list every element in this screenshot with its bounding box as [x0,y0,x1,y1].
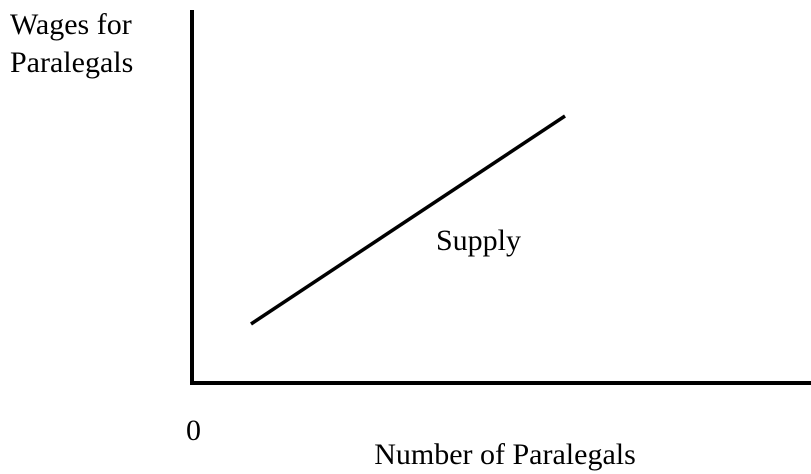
origin-label: 0 [186,414,201,447]
y-axis-label: Wages for [10,8,132,41]
x-axis-label: Number of Paralegals [374,438,636,471]
supply-curve [250,114,566,326]
y-axis-label: Paralegals [10,46,133,79]
curve-label: Supply [436,224,521,257]
